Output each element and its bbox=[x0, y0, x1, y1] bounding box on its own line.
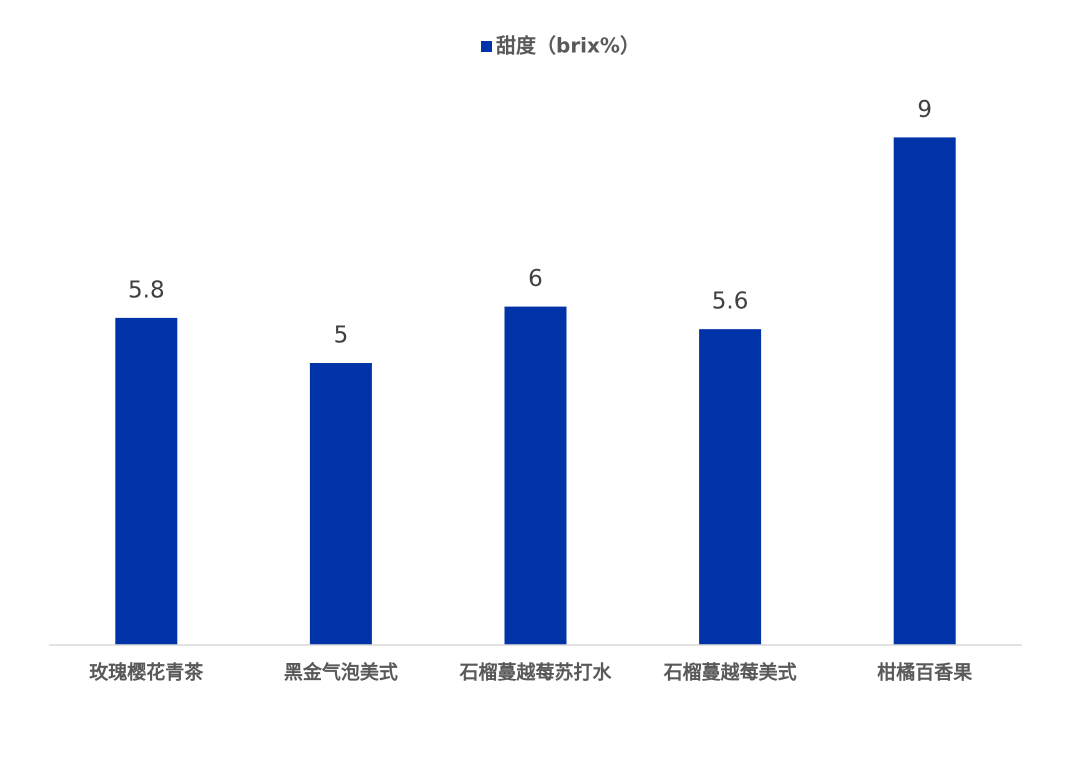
legend-label: 甜度（brix%） bbox=[496, 34, 640, 58]
data-label: 6 bbox=[528, 266, 543, 292]
x-tick-label: 柑橘百香果 bbox=[877, 661, 972, 684]
bar bbox=[699, 329, 762, 645]
data-label: 5.8 bbox=[128, 277, 165, 303]
data-label: 5.6 bbox=[712, 289, 749, 315]
legend-swatch bbox=[481, 41, 492, 52]
x-tick-label: 玫瑰樱花青茶 bbox=[89, 661, 204, 684]
x-tick-label: 石榴蔓越莓苏打水 bbox=[458, 661, 612, 684]
bar bbox=[893, 137, 956, 645]
x-tick-label: 黑金气泡美式 bbox=[284, 661, 398, 684]
bar bbox=[504, 306, 567, 645]
data-label: 9 bbox=[917, 97, 932, 123]
bar bbox=[115, 317, 178, 645]
data-label: 5 bbox=[334, 323, 349, 349]
bar bbox=[309, 363, 372, 645]
x-tick-label: 石榴蔓越莓美式 bbox=[663, 661, 797, 684]
